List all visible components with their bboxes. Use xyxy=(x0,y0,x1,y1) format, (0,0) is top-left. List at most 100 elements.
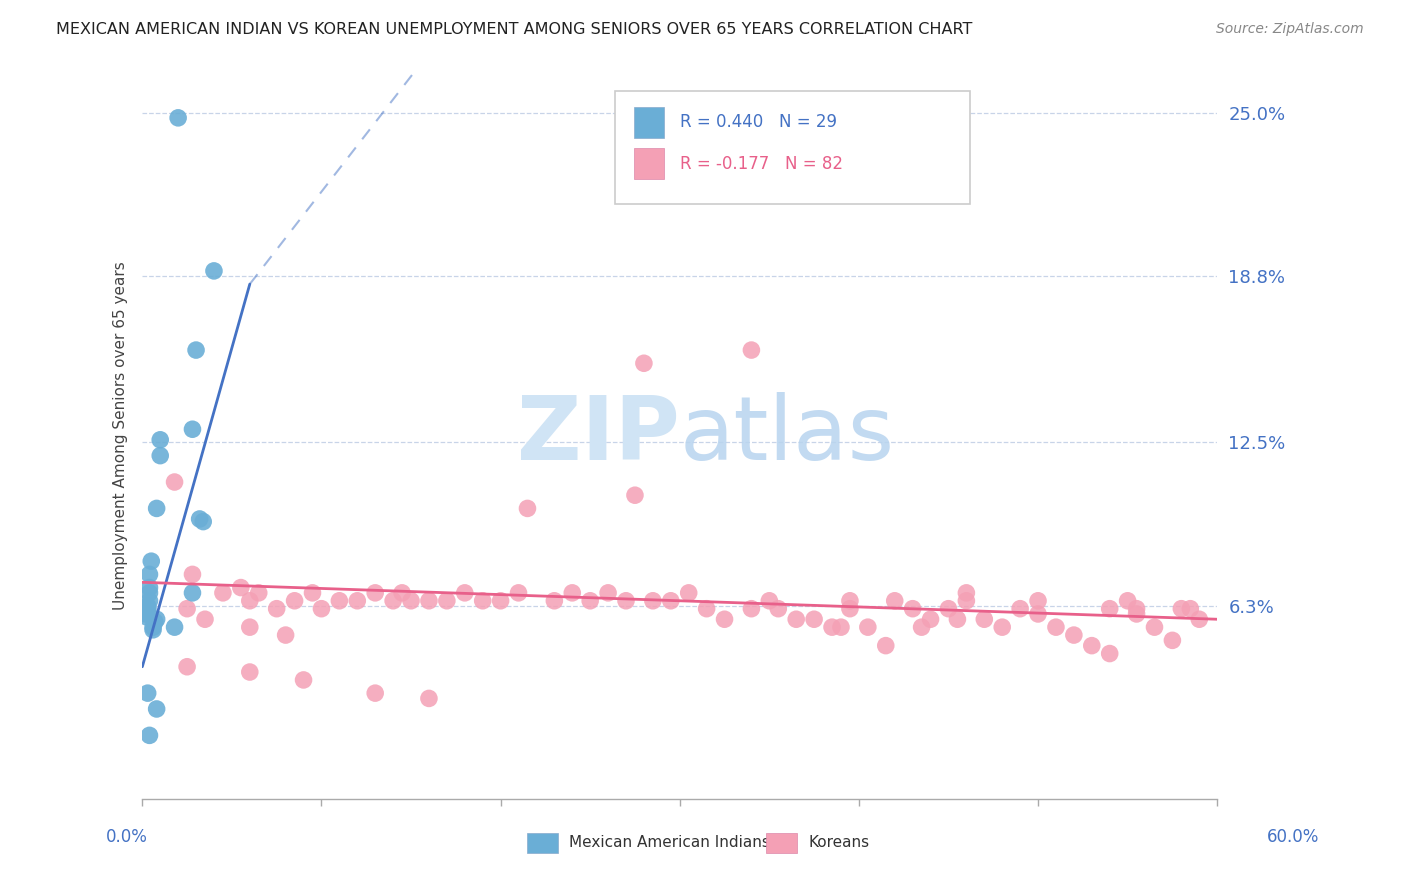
Point xyxy=(973,612,995,626)
Point xyxy=(1125,607,1147,621)
Point xyxy=(821,620,844,634)
Text: ZIP: ZIP xyxy=(517,392,679,479)
Point xyxy=(561,586,583,600)
Point xyxy=(641,594,664,608)
Text: R = 0.440   N = 29: R = 0.440 N = 29 xyxy=(679,113,837,131)
Point xyxy=(311,601,333,615)
Point xyxy=(768,601,790,615)
Point xyxy=(135,609,157,624)
Point xyxy=(839,601,862,615)
Text: Source: ZipAtlas.com: Source: ZipAtlas.com xyxy=(1216,22,1364,37)
Point xyxy=(1045,620,1067,634)
Point xyxy=(141,554,163,568)
Point xyxy=(239,594,262,608)
Point xyxy=(1180,601,1202,615)
Point xyxy=(839,594,862,608)
Point xyxy=(239,665,262,679)
Point xyxy=(274,628,297,642)
Y-axis label: Unemployment Among Seniors over 65 years: Unemployment Among Seniors over 65 years xyxy=(114,261,128,610)
Point xyxy=(167,111,190,125)
Point xyxy=(163,620,186,634)
Point xyxy=(138,586,160,600)
Point xyxy=(938,601,960,615)
Point xyxy=(145,501,167,516)
Point xyxy=(678,586,700,600)
Point xyxy=(856,620,879,634)
FancyBboxPatch shape xyxy=(634,107,664,137)
Point xyxy=(920,612,942,626)
Point xyxy=(489,594,512,608)
Point xyxy=(138,567,160,582)
Point xyxy=(418,594,440,608)
Point xyxy=(391,586,413,600)
Point xyxy=(418,691,440,706)
Point xyxy=(135,604,157,618)
Point xyxy=(1026,594,1049,608)
Point xyxy=(471,594,494,608)
Point xyxy=(785,612,807,626)
Point xyxy=(910,620,932,634)
Point xyxy=(188,512,211,526)
Point xyxy=(328,594,350,608)
Point xyxy=(955,586,977,600)
Point xyxy=(212,586,235,600)
FancyBboxPatch shape xyxy=(634,148,664,179)
Text: R = -0.177   N = 82: R = -0.177 N = 82 xyxy=(679,154,842,173)
Point xyxy=(136,686,159,700)
Point xyxy=(508,586,530,600)
Point xyxy=(955,594,977,608)
Point xyxy=(1188,612,1211,626)
Point xyxy=(247,586,270,600)
Point xyxy=(1161,633,1184,648)
Point xyxy=(181,586,204,600)
Point xyxy=(614,594,637,608)
Point xyxy=(194,612,217,626)
Point xyxy=(135,607,157,621)
Point xyxy=(145,612,167,626)
Point xyxy=(596,586,619,600)
Text: MEXICAN AMERICAN INDIAN VS KOREAN UNEMPLOYMENT AMONG SENIORS OVER 65 YEARS CORRE: MEXICAN AMERICAN INDIAN VS KOREAN UNEMPL… xyxy=(56,22,973,37)
Point xyxy=(696,601,718,615)
Point xyxy=(193,515,215,529)
Point xyxy=(659,594,682,608)
Point xyxy=(901,601,924,615)
Point xyxy=(184,343,207,357)
Point xyxy=(266,601,288,615)
FancyBboxPatch shape xyxy=(616,91,970,203)
Point xyxy=(803,612,825,626)
Point xyxy=(1010,601,1032,615)
Point xyxy=(1116,594,1139,608)
Point xyxy=(633,356,655,370)
Point xyxy=(138,581,160,595)
Point xyxy=(516,501,538,516)
Point xyxy=(399,594,422,608)
Point xyxy=(149,449,172,463)
Point xyxy=(1098,647,1121,661)
Point xyxy=(163,475,186,489)
Point xyxy=(1125,601,1147,615)
Text: 0.0%: 0.0% xyxy=(105,828,148,846)
Point xyxy=(1081,639,1104,653)
Point xyxy=(176,601,198,615)
Point xyxy=(713,612,735,626)
Point xyxy=(436,594,458,608)
Point xyxy=(142,623,165,637)
Point xyxy=(181,422,204,436)
Point xyxy=(454,586,477,600)
Point xyxy=(946,612,969,626)
Point xyxy=(991,620,1014,634)
Point xyxy=(1063,628,1085,642)
Point xyxy=(284,594,307,608)
Point xyxy=(149,433,172,447)
Point xyxy=(1098,601,1121,615)
Point xyxy=(1170,601,1192,615)
Point xyxy=(202,264,225,278)
Text: 60.0%: 60.0% xyxy=(1267,828,1319,846)
Point xyxy=(830,620,852,634)
Point xyxy=(1026,607,1049,621)
Point xyxy=(143,615,166,629)
Point xyxy=(875,639,897,653)
Point xyxy=(346,594,368,608)
Point xyxy=(292,673,315,687)
Point xyxy=(624,488,647,502)
